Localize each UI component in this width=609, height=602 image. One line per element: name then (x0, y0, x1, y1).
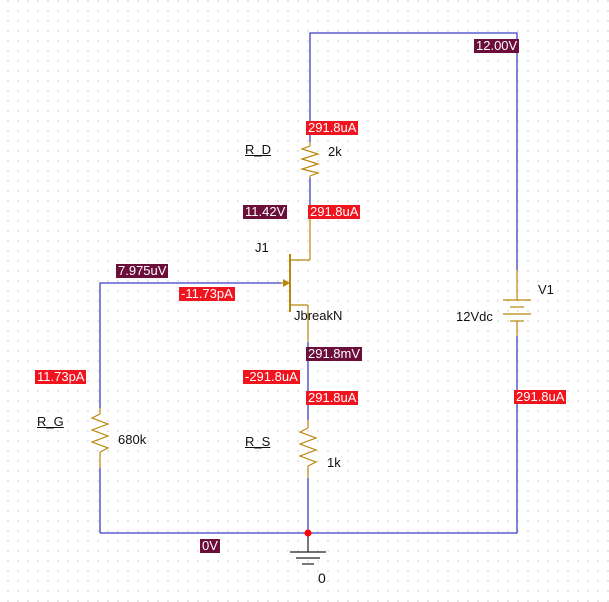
current-marker-source[interactable]: -291.8uA (243, 369, 300, 384)
voltage-marker-ground[interactable]: 0V (200, 538, 220, 553)
current-marker-v1[interactable]: 291.8uA (514, 389, 567, 404)
j1-gate-arrow (283, 279, 290, 287)
v1-value-label[interactable]: 12Vdc (456, 309, 493, 324)
rs-resistor (298, 427, 318, 467)
wire-top-loop (309, 32, 518, 270)
voltage-marker-drain[interactable]: 11.42V (243, 204, 288, 219)
rg-resistor (90, 413, 110, 453)
voltage-marker-top[interactable]: 12.00V (474, 38, 520, 53)
rd-ref-label[interactable]: R_D (245, 142, 272, 157)
rg-value-label[interactable]: 680k (118, 432, 147, 447)
current-marker-drain[interactable]: 291.8uA (308, 204, 361, 219)
current-marker-rs[interactable]: 291.8uA (306, 390, 359, 405)
junction-dot (304, 529, 312, 537)
voltage-marker-source[interactable]: 291.8mV (306, 346, 363, 361)
rg-ref-label[interactable]: R_G (37, 414, 64, 429)
rd-value-label[interactable]: 2k (328, 144, 342, 159)
current-marker-gate[interactable]: -11.73pA (179, 286, 235, 301)
current-marker-rd-top[interactable]: 291.8uA (306, 120, 359, 135)
j1-ref-label[interactable]: J1 (255, 240, 269, 255)
j1-model-label[interactable]: JbreakN (294, 308, 343, 323)
wire-gate (99, 282, 281, 408)
voltage-marker-gate[interactable]: 7.975uV (116, 263, 169, 278)
rs-value-label[interactable]: 1k (327, 455, 341, 470)
v1-ref-label[interactable]: V1 (538, 282, 554, 297)
rd-resistor (299, 145, 321, 177)
rs-ref-label[interactable]: R_S (245, 434, 271, 449)
current-marker-rg[interactable]: 11.73pA (35, 369, 87, 384)
wire-v1-bottom (308, 336, 518, 534)
ground-label[interactable]: 0 (318, 570, 326, 586)
